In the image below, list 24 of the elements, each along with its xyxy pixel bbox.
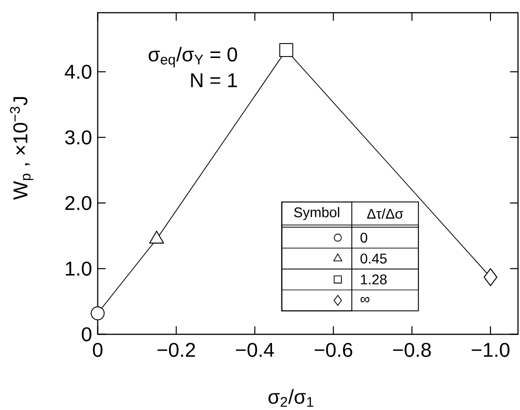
legend-label: 1.28 [361, 274, 387, 284]
x-axis-title: σ$_{2}$/σ$_{1}$ [268, 389, 314, 407]
y-tick-label: 2.0 [65, 196, 92, 210]
y-tick-label: 3.0 [65, 130, 92, 144]
legend-label: ∞ [360, 296, 370, 302]
y-tick-label: 4.0 [64, 64, 92, 79]
y-tick-label: 1.0 [66, 262, 92, 276]
annotation: Symbol [294, 207, 340, 220]
legend-label: 0 [360, 232, 368, 243]
y-axis-title: W$_{p}$ , ×10$^{−3}$J [10, 97, 34, 200]
point [90, 306, 105, 320]
x-tick-label: −0.2 [158, 342, 195, 357]
y-tick-label: 0 [82, 327, 92, 342]
annotation: σ$_{eq}$/σ$_{Y}$ = 0 [148, 46, 238, 68]
point [484, 268, 498, 286]
legend-label: 0.45 [360, 254, 387, 264]
x-tick-label: −0.8 [393, 342, 431, 357]
x-tick-label: 0 [92, 342, 102, 357]
x-tick-label: −1.0 [472, 342, 510, 357]
annotation: N = 1 [191, 73, 237, 88]
point [279, 43, 294, 58]
x-tick-label: −0.4 [236, 342, 274, 357]
legend-title: Δτ/Δσ [367, 208, 404, 219]
x-tick-label: −0.6 [314, 342, 352, 357]
